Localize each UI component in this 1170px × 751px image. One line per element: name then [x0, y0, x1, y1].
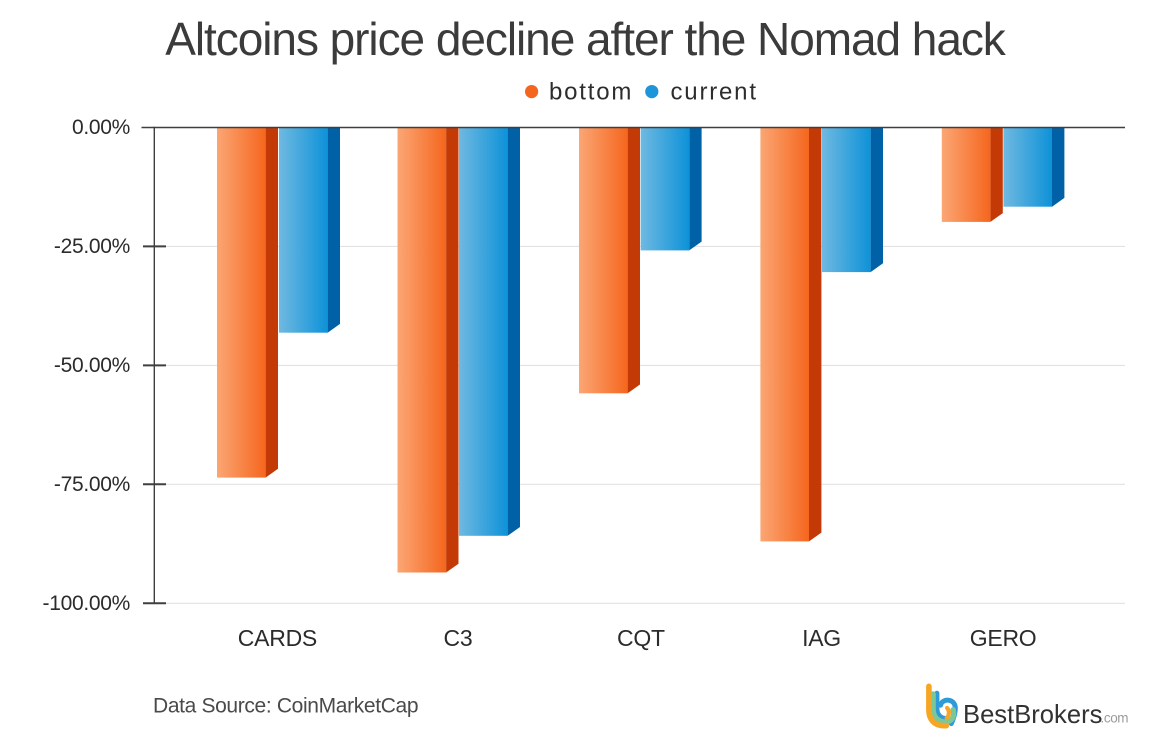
- svg-text:CQT: CQT: [617, 625, 665, 651]
- svg-text:Data Source: CoinMarketCap: Data Source: CoinMarketCap: [153, 694, 418, 717]
- svg-text:-25.00%: -25.00%: [54, 235, 130, 258]
- svg-text:bottom: bottom: [549, 79, 633, 106]
- svg-text:-100.00%: -100.00%: [43, 592, 131, 615]
- svg-text:CARDS: CARDS: [238, 625, 317, 651]
- svg-text:.com: .com: [1101, 711, 1129, 726]
- svg-text:BestBrokers: BestBrokers: [963, 701, 1102, 729]
- svg-text:Altcoins price decline after t: Altcoins price decline after the Nomad h…: [165, 13, 1007, 65]
- svg-text:current: current: [671, 79, 758, 106]
- svg-text:C3: C3: [444, 625, 473, 651]
- svg-text:-50.00%: -50.00%: [54, 354, 130, 377]
- svg-text:IAG: IAG: [802, 625, 841, 651]
- svg-text:0.00%: 0.00%: [72, 116, 130, 139]
- svg-text:GERO: GERO: [970, 625, 1037, 651]
- svg-text:-75.00%: -75.00%: [54, 473, 130, 496]
